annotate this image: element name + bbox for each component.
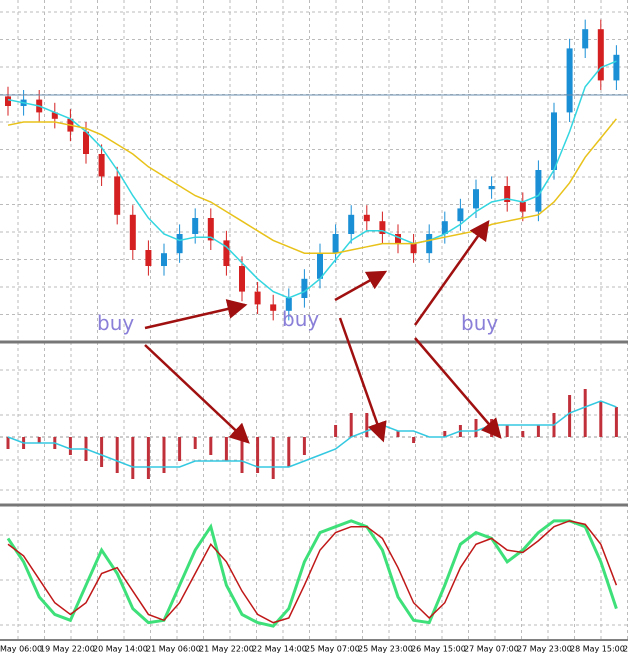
- candle-body: [332, 234, 339, 254]
- x-tick-label: 25 May 23:00: [358, 645, 413, 654]
- histogram-bar: [583, 389, 587, 437]
- histogram-bar: [162, 437, 166, 473]
- line: [6, 519, 618, 628]
- candle-body: [457, 208, 464, 222]
- x-tick-label: 27 May 07:00: [464, 645, 519, 654]
- histogram-bar: [115, 437, 119, 473]
- candle-body: [223, 240, 230, 266]
- histogram-bar: [287, 437, 291, 467]
- candle-body: [488, 186, 495, 190]
- histogram-bar: [474, 419, 478, 437]
- x-tick-label: 21 May 06:00: [146, 645, 201, 654]
- candle-body: [192, 218, 199, 234]
- candle-body: [114, 176, 121, 215]
- candle-body: [379, 221, 386, 234]
- plot: [0, 19, 628, 628]
- histogram-bar: [412, 437, 416, 443]
- histogram-bar: [334, 425, 338, 437]
- line: [7, 400, 617, 468]
- histogram-bar: [240, 437, 244, 473]
- arrow: [144, 344, 250, 444]
- histogram-bar: [568, 395, 572, 437]
- histogram-bar: [193, 437, 197, 449]
- candle-body: [613, 54, 620, 81]
- candle-body: [51, 112, 58, 119]
- histogram-bar: [178, 437, 182, 461]
- candle-body: [582, 29, 589, 49]
- arrows: [144, 219, 502, 444]
- x-tick-label: 25 May 07:00: [305, 645, 360, 654]
- histogram-bar: [521, 431, 525, 437]
- histogram-bar: [396, 431, 400, 437]
- histogram-bar: [536, 425, 540, 437]
- histogram-bar: [614, 407, 618, 437]
- line: [7, 60, 617, 299]
- candle-body: [519, 202, 526, 212]
- histogram-bar: [224, 437, 228, 461]
- candle-body: [285, 298, 292, 311]
- histogram-bar: [505, 425, 509, 437]
- candle-body: [254, 291, 261, 305]
- histogram-bar: [209, 437, 213, 455]
- candle-body: [566, 48, 573, 113]
- histogram-bar: [146, 437, 150, 479]
- annotation: buy: [97, 311, 134, 335]
- line: [7, 118, 617, 254]
- arrow: [414, 337, 502, 439]
- candle-body: [176, 234, 183, 254]
- annotation: buy: [461, 311, 498, 335]
- annotation: buy: [282, 307, 319, 331]
- arrow: [413, 219, 490, 326]
- candle-body: [161, 253, 167, 266]
- histogram-bar: [443, 431, 447, 437]
- histogram-bar: [131, 437, 135, 479]
- arrow: [338, 317, 387, 443]
- histogram-bar: [37, 437, 41, 443]
- candle-body: [395, 234, 401, 244]
- x-tick-label: 29: [623, 645, 628, 654]
- histogram-bar: [302, 437, 306, 455]
- candle-body: [145, 250, 152, 266]
- x-tick-label: May 06:00: [0, 645, 42, 654]
- histogram-bar: [100, 437, 104, 467]
- histogram-bar: [6, 437, 10, 449]
- arrow: [144, 299, 248, 330]
- candle-body: [317, 253, 323, 279]
- candle-body: [426, 234, 433, 254]
- x-tick-label: 26 May 15:00: [411, 645, 466, 654]
- candle-body: [441, 221, 448, 234]
- candle-body: [83, 131, 89, 154]
- x-tick-label: 27 May 23:00: [517, 645, 572, 654]
- candle-body: [239, 266, 245, 292]
- candle-body: [129, 214, 136, 250]
- x-tick-label: 22 May 14:00: [252, 645, 307, 654]
- candle-body: [473, 189, 479, 209]
- candle-body: [348, 214, 355, 234]
- x-tick-label: 19 May 22:00: [40, 645, 95, 654]
- histogram-bar: [349, 413, 353, 437]
- candle-body: [504, 186, 511, 202]
- histogram-bar: [271, 437, 275, 479]
- arrow: [334, 270, 388, 302]
- candle-body: [301, 278, 308, 298]
- line: [7, 520, 618, 624]
- histogram-bar: [256, 437, 260, 473]
- candle-body: [98, 154, 105, 177]
- candle-body: [270, 304, 277, 311]
- candle-body: [363, 214, 370, 222]
- candle-body: [551, 112, 557, 170]
- x-tick-label: 28 May 15:00: [570, 645, 625, 654]
- candle-body: [5, 96, 11, 106]
- x-tick-label: 21 May 22:00: [199, 645, 254, 654]
- candle-body: [207, 218, 214, 241]
- candle-body: [410, 243, 417, 254]
- candle-body: [597, 29, 604, 81]
- x-tick-label: 20 May 14:00: [93, 645, 148, 654]
- histogram-bar: [365, 413, 369, 437]
- histogram-bar: [599, 401, 603, 437]
- histogram-bar: [68, 437, 72, 455]
- candle-body: [535, 170, 542, 212]
